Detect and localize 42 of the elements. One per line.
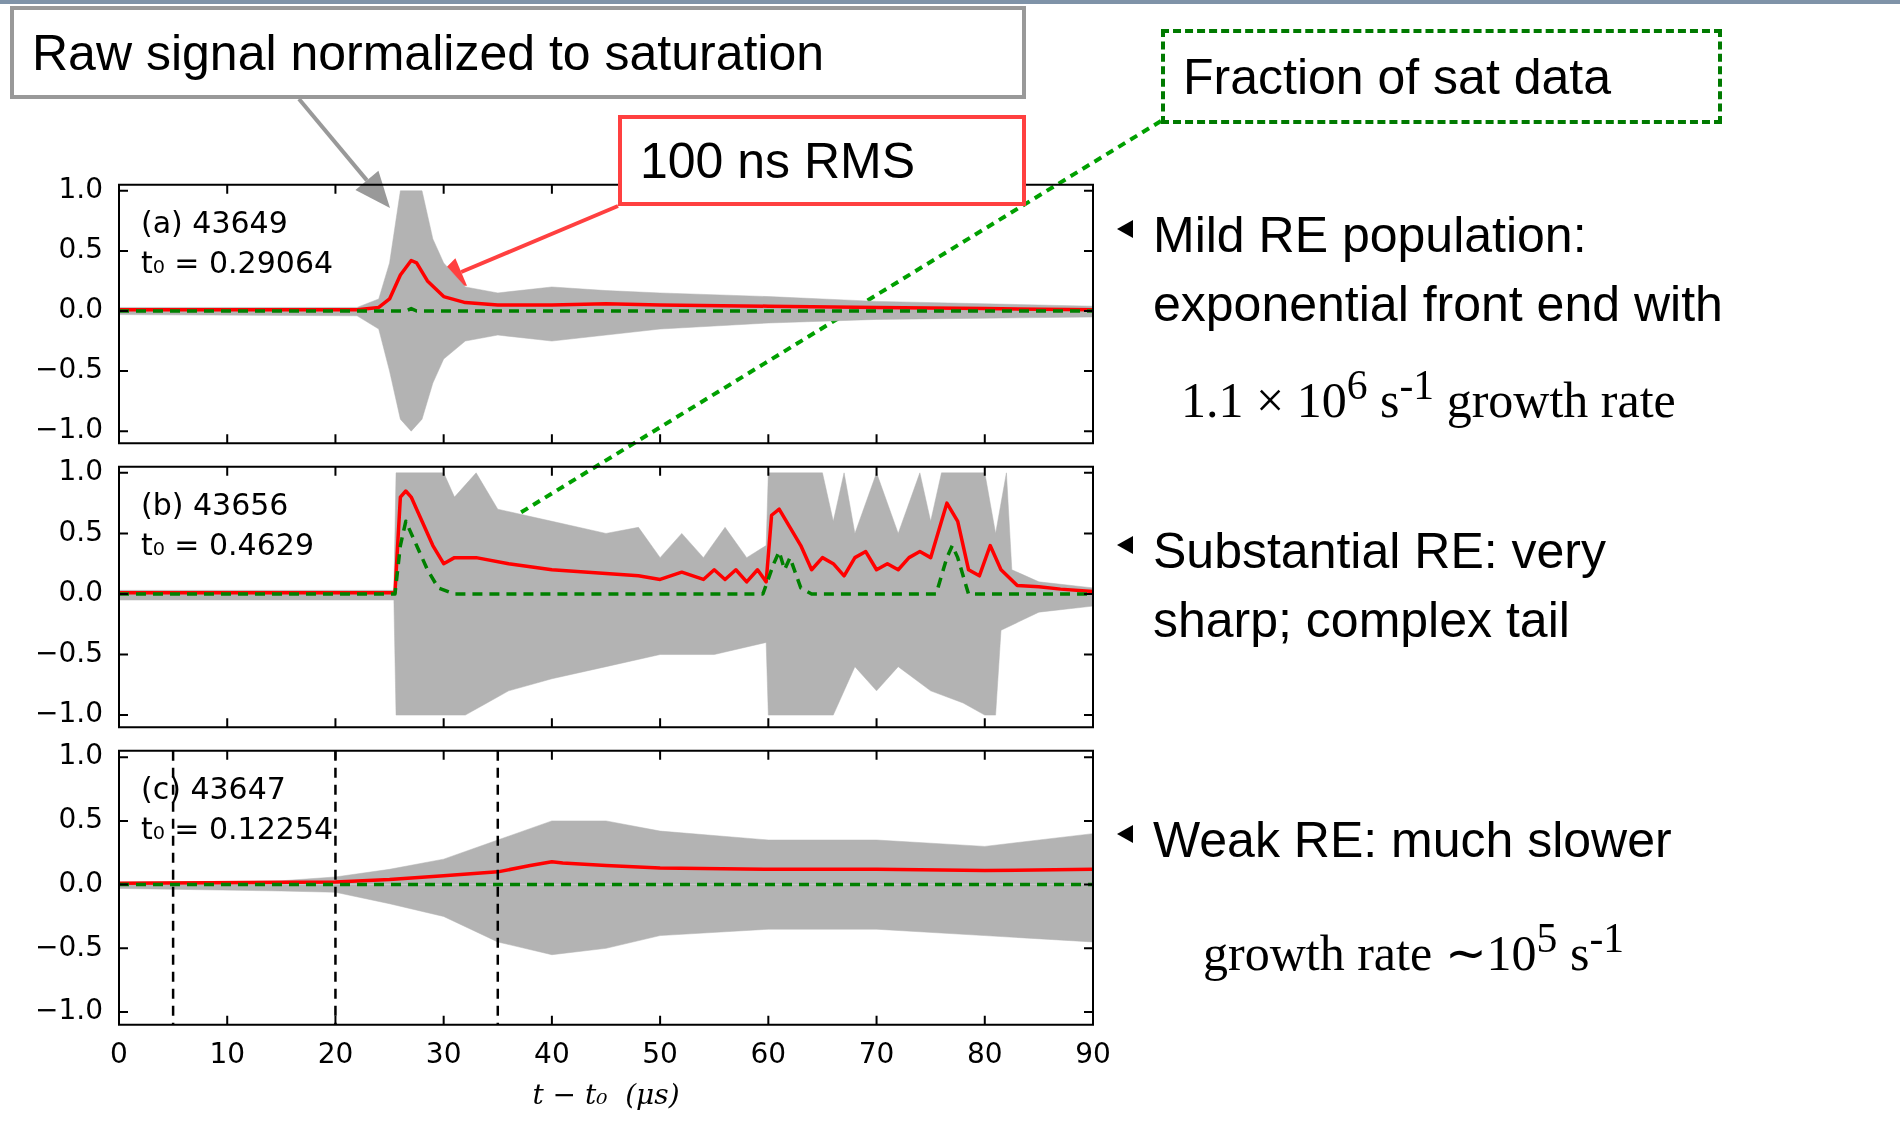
x-tick-label: 20 xyxy=(317,1036,354,1070)
x-tick-label: 60 xyxy=(750,1036,787,1070)
annotation: 100 ns RMS xyxy=(618,115,1026,206)
x-tick-label: 10 xyxy=(209,1036,246,1070)
text: Raw signal normalized to saturation xyxy=(10,6,1026,99)
text: (c) 43647 xyxy=(141,770,286,806)
y-tick-label: −1.0 xyxy=(35,993,103,1027)
x-tick-label: 90 xyxy=(1075,1036,1111,1070)
x-tick-label: 30 xyxy=(425,1036,462,1070)
y-tick-label: 1.0 xyxy=(58,738,103,772)
y-tick-label: −1.0 xyxy=(35,412,103,446)
text: (b) 43656 xyxy=(141,486,289,522)
y-tick-label: 1.0 xyxy=(58,172,103,206)
y-tick-label: −1.0 xyxy=(35,696,103,730)
x-axis-title: t − t₀ (μs) xyxy=(532,1078,680,1112)
text: t₀ = 0.29064 xyxy=(141,244,334,280)
x-tick-label: 80 xyxy=(966,1036,1003,1070)
y-tick-label: 0.5 xyxy=(58,514,103,548)
y-tick-label: −0.5 xyxy=(35,929,103,963)
y-tick-label: 0.5 xyxy=(58,802,103,836)
y-tick-label: −0.5 xyxy=(35,635,103,669)
x-tick-label: 40 xyxy=(534,1036,570,1070)
text: exponential front end with xyxy=(1153,276,1723,332)
text: Fraction of sat data xyxy=(1161,29,1722,124)
y-tick-label: 0.0 xyxy=(58,575,103,609)
text: sharp; complex tail xyxy=(1153,592,1570,648)
y-tick-label: 0.5 xyxy=(58,232,103,266)
text: 1.1 × 10$^{6}$ s$^{-1}$ growth rate xyxy=(1181,362,1676,428)
text: Mild RE population: xyxy=(1153,207,1587,263)
y-tick-label: 0.0 xyxy=(58,865,103,899)
y-tick-label: −0.5 xyxy=(35,352,103,386)
text: (a) 43649 xyxy=(141,204,288,240)
x-tick-label: 50 xyxy=(642,1036,678,1070)
y-tick-label: 0.0 xyxy=(58,292,103,326)
x-tick-label: 70 xyxy=(858,1036,895,1070)
text: growth rate ∼10$^{5}$ s$^{-1}$ xyxy=(1203,915,1625,981)
text: t₀ = 0.12254 xyxy=(141,810,334,846)
y-tick-label: 1.0 xyxy=(58,454,103,488)
x-tick-label: 0 xyxy=(110,1036,128,1070)
text: Weak RE: much slower xyxy=(1153,812,1672,868)
text: t₀ = 0.4629 xyxy=(141,526,314,562)
text: Substantial RE: very xyxy=(1153,523,1606,579)
